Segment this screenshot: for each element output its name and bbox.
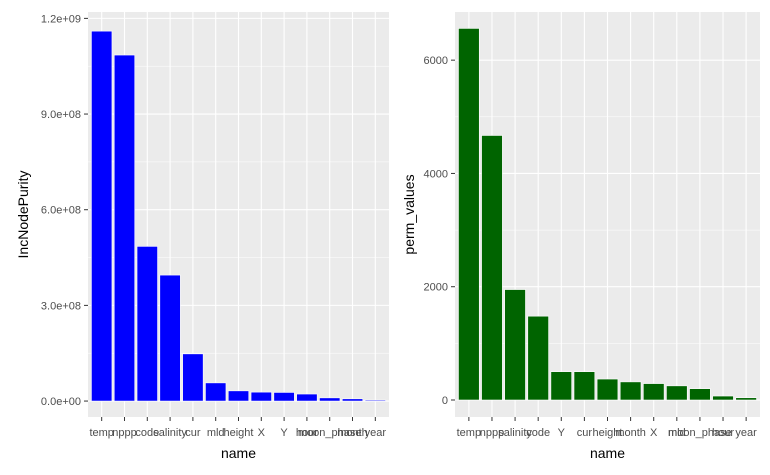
y-tick-label: 0.0e+00 [41,396,81,408]
y-tick-label: 6000 [424,55,448,67]
bar-month [619,381,642,401]
x-tick-label: temp [457,427,481,439]
y-axis-title: perm_values [401,174,417,254]
x-tick-label: height [224,427,254,439]
bar-temp [91,30,113,402]
bar-month [341,398,364,402]
y-tick-label: 1.2e+09 [41,13,81,25]
bar-mld [666,385,688,401]
x-tick-label: mld [668,427,686,439]
x-tick-label: code [135,427,159,439]
x-tick-label: temp [89,427,113,439]
x-tick-label: salinity [498,427,532,439]
bar-code [136,246,158,402]
x-tick-label: month [615,427,646,439]
y-tick-label: 3.0e+08 [41,300,81,312]
bar-nppp [481,135,503,401]
bar-hour [296,393,318,402]
x-tick-label: height [593,427,623,439]
y-tick-label: 4000 [424,168,448,180]
bar-salinity [159,274,181,402]
chart-panel-1: 0.0e+003.0e+086.0e+089.0e+081.2e+09tempn… [15,12,389,461]
x-tick-label: year [365,427,387,439]
bar-mld [205,382,227,402]
bar-Y [273,392,295,402]
bar-nppp [113,54,136,402]
bar-moon_phase [689,388,711,401]
x-tick-label: hour [296,427,318,439]
y-tick-label: 6.0e+08 [41,205,81,217]
bar-salinity [504,289,526,401]
x-tick-label: moon_phase [298,427,362,439]
bar-code [527,315,549,401]
x-tick-label: moon_phase [668,427,732,439]
x-tick-label: Y [280,427,288,439]
bar-height [227,390,250,402]
bar-cur [182,353,204,402]
bar-Y [550,371,572,401]
x-tick-label: mld [207,427,225,439]
x-axis-title: name [590,445,625,461]
x-tick-label: nppp [480,427,504,439]
bar-year [364,399,386,402]
x-tick-label: X [258,427,266,439]
y-tick-label: 9.0e+08 [41,109,81,121]
x-tick-label: Y [558,427,566,439]
bar-height [596,378,619,401]
y-axis-title: IncNodePurity [15,171,31,259]
x-axis-title: name [221,445,256,461]
x-tick-label: cur [185,427,201,439]
x-tick-label: nppp [112,427,136,439]
bar-cur [573,371,596,401]
bar-moon_phase [319,397,341,402]
y-tick-label: 0 [442,395,448,407]
x-tick-label: month [337,427,368,439]
bar-X [643,383,665,401]
bar-temp [458,28,480,401]
x-tick-label: code [526,427,550,439]
x-tick-label: X [650,427,658,439]
x-tick-label: cur [577,427,593,439]
x-tick-label: salinity [153,427,187,439]
x-tick-label: hour [712,427,734,439]
x-tick-label: year [735,427,757,439]
y-tick-label: 2000 [424,282,448,294]
bar-year [735,397,757,401]
bar-hour [712,395,734,401]
bar-X [250,391,272,402]
